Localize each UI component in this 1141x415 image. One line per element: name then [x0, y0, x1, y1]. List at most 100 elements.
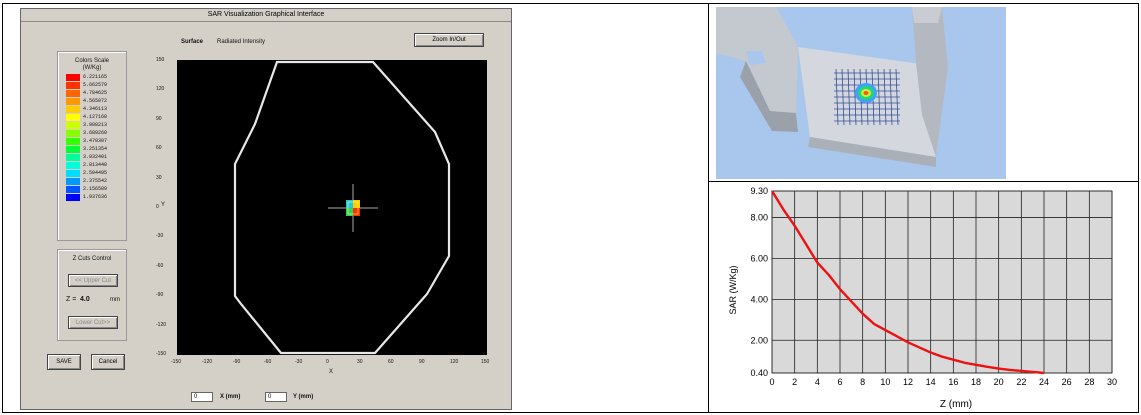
cancel-button[interactable]: Cancel [91, 354, 125, 370]
chart-x-tick-label: 2 [792, 377, 797, 387]
phantom-arm-hole-1 [726, 75, 742, 93]
chart-y-axis-label: SAR (W/Kg) [728, 265, 738, 314]
phantom-outline [233, 60, 451, 355]
color-swatch [66, 186, 80, 193]
chart-x-tick-label: 28 [1084, 377, 1094, 387]
plot-y-tick-label: 60 [156, 145, 162, 152]
chart-x-tick-label: 30 [1107, 377, 1117, 387]
color-swatch-value: 1.937636 [83, 194, 108, 200]
sar-app-window: SAR Visualization Graphical Interface Su… [20, 8, 512, 410]
plot-x-tick-label: -30 [295, 359, 303, 365]
surface-label: Surface [181, 39, 204, 45]
plot-x-tick-label: 60 [388, 359, 394, 365]
chart-x-tick-label: 26 [1062, 377, 1072, 387]
chart-x-tick-label: 18 [971, 377, 981, 387]
table-border-right [1138, 3, 1139, 413]
chart-x-tick-label: 16 [948, 377, 958, 387]
phantom-base-front [808, 137, 936, 167]
plot-x-tick-label: -60 [264, 359, 272, 365]
color-swatch [66, 74, 80, 81]
table-border-top [2, 3, 1139, 4]
color-swatch [66, 154, 80, 161]
color-swatch [66, 178, 80, 185]
chart-y-tick-label: 9.30 [750, 186, 768, 196]
color-swatch [66, 130, 80, 137]
plot-y-tick-label: 150 [156, 57, 165, 63]
table-border-left [2, 3, 3, 413]
plot-y-tick-label: 90 [156, 115, 162, 122]
color-swatch-value: 4.784625 [83, 90, 108, 96]
color-swatch [66, 194, 80, 201]
x-coordinate-input[interactable]: 0 [191, 392, 213, 402]
chart-x-axis-label: Z (mm) [940, 399, 972, 410]
color-swatch-value: 4.565072 [83, 98, 108, 104]
color-scale-title: Colors Scale [74, 58, 109, 64]
z-label: Z = [66, 296, 77, 303]
chart-x-tick-label: 10 [880, 377, 890, 387]
plot-x-axis-label: X [329, 369, 334, 375]
chart-x-tick-label: 4 [815, 377, 820, 387]
color-swatch-value: 2.375542 [83, 178, 108, 184]
chart-x-tick-label: 6 [837, 377, 842, 387]
color-swatch-value: 2.813448 [83, 162, 108, 168]
color-swatch-value: 3.032401 [83, 154, 108, 160]
chart-series [770, 190, 1045, 375]
color-swatch [66, 82, 80, 89]
plot-x-tick-label: -120 [202, 359, 213, 365]
color-scale-panel: Colors Scale (W/Kg) 6.221165 5.662579 4.78… [57, 51, 127, 241]
color-swatch [66, 98, 80, 105]
save-button[interactable]: SAVE [47, 354, 81, 370]
window-title: SAR Visualization Graphical Interface [21, 9, 511, 22]
chart-series-line [770, 190, 1045, 375]
plot-x-tick-label: 90 [419, 359, 425, 365]
plot-y-tick-label: 0 [156, 204, 159, 210]
color-swatch-value: 3.251354 [83, 146, 108, 152]
color-swatch-value: 5.662579 [83, 82, 108, 88]
color-swatch-value: 4.127168 [83, 114, 108, 120]
phantom-3d-view[interactable] [716, 7, 1006, 179]
plot-x-tick-label: 120 [450, 359, 459, 365]
plot-y-tick-label: 30 [156, 174, 162, 181]
chart-y-tick-label: 4.00 [750, 294, 768, 304]
chart-x-tick-label: 0 [769, 377, 774, 387]
z-cut-title: Z Cuts Control [72, 256, 112, 262]
z-unit: mm [110, 297, 120, 303]
color-swatch [66, 162, 80, 169]
chart-y-tick-label: 8.00 [750, 213, 768, 223]
plot-x-tick-label: 150 [481, 359, 490, 365]
chart-x-tick-label: 24 [1039, 377, 1049, 387]
sar-hotspot [346, 200, 360, 216]
lower-cut-button[interactable]: Lower Cut>> [68, 316, 118, 329]
chart-y-tick-label: 0.40 [750, 368, 768, 378]
plot-canvas [233, 60, 451, 355]
plot-y-tick-label: -120 [156, 321, 167, 328]
sar-surface-plot[interactable] [177, 60, 487, 355]
plot-x-tick-label: 30 [357, 359, 363, 365]
measurement-grid [834, 68, 900, 126]
y-coordinate-input[interactable]: 0 [265, 392, 287, 402]
phantom-right-wall [912, 7, 948, 157]
y-coordinate-label: Y (mm) [293, 394, 314, 400]
upper-cut-button[interactable]: << Upper Cut [68, 274, 118, 287]
chart-y-tick-label: 6.00 [750, 253, 768, 263]
plot-y-axis-label: Y [161, 202, 166, 208]
sar-vs-z-chart: 0 2 4 6 8 10 12 14 16 18 20 22 24 26 28 30 9.308.006.00… [728, 186, 1117, 410]
color-swatch [66, 90, 80, 97]
chart-x-tick-label: 20 [994, 377, 1004, 387]
table-border-bottom [2, 412, 1139, 413]
plot-x-tick-label: -150 [171, 359, 182, 365]
zoom-button[interactable]: Zoom In/Out [414, 33, 484, 47]
color-swatch-value: 2.594495 [83, 170, 108, 176]
chart-x-tick-label: 8 [860, 377, 865, 387]
phantom-arm-hole-2 [746, 51, 766, 65]
chart-grid [771, 190, 1113, 374]
phantom-left-arm-shade [740, 61, 798, 132]
color-swatch [66, 138, 80, 145]
plot-y-tick-label: -60 [156, 262, 164, 269]
table-row-divider [708, 181, 1139, 182]
color-swatch-value: 3.908213 [83, 122, 108, 128]
z-value: 4.0 [80, 296, 90, 303]
color-swatch [66, 106, 80, 113]
color-swatch [66, 170, 80, 177]
chart-y-tick-label: 2.00 [750, 335, 768, 345]
